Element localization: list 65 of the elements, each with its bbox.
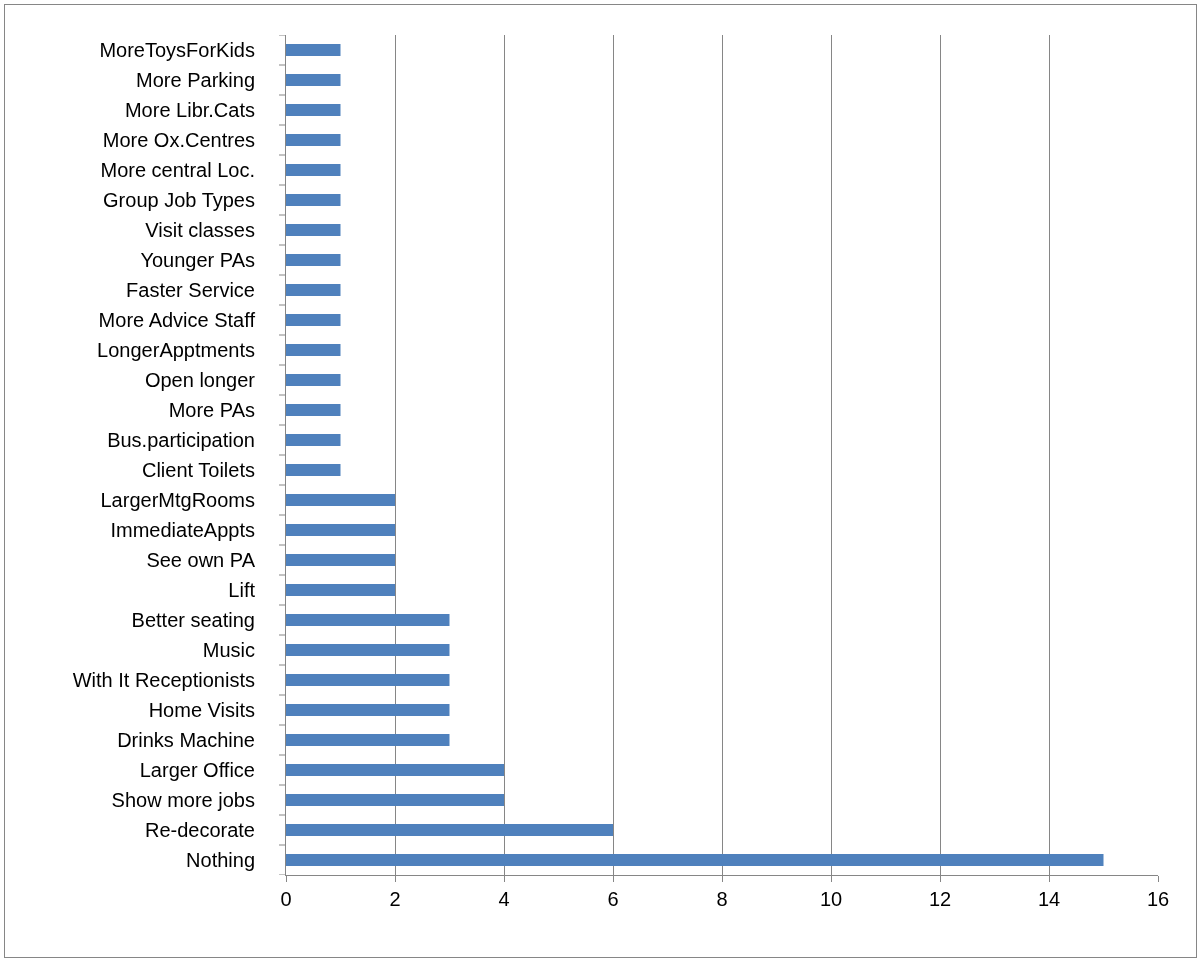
bar <box>286 254 341 266</box>
bar <box>286 824 613 836</box>
y-tick-label: Faster Service <box>126 279 255 301</box>
bar <box>286 704 450 716</box>
bar <box>286 854 1104 866</box>
y-tick-label: With It Receptionists <box>72 669 255 691</box>
y-tick-label: Open longer <box>144 369 256 391</box>
y-tick-label: Visit classes <box>145 219 255 241</box>
bar <box>286 554 395 566</box>
bar <box>286 734 450 746</box>
x-tick-label: 12 <box>928 888 952 910</box>
bar <box>286 794 504 806</box>
bar <box>286 314 341 326</box>
y-tick-label: LargerMtgRooms <box>100 489 255 511</box>
bar <box>286 464 341 476</box>
y-tick-label: See own PA <box>146 549 256 571</box>
y-tick-label: Bus.participation <box>107 429 255 451</box>
bar <box>286 674 450 686</box>
y-tick-label: Music <box>202 639 255 661</box>
x-tick-label: 4 <box>498 888 510 910</box>
bar <box>286 614 450 626</box>
y-tick-label: More central Loc. <box>100 159 255 181</box>
bar <box>286 344 341 356</box>
x-tick-label: 2 <box>389 888 401 910</box>
y-tick-label: Client Toilets <box>141 459 255 481</box>
y-tick-label: Drinks Machine <box>117 729 255 751</box>
y-tick-label: Group Job Types <box>103 189 255 211</box>
y-tick-label: Home Visits <box>148 699 255 721</box>
y-tick-label: More PAs <box>168 399 255 421</box>
y-tick-label: Younger PAs <box>140 249 255 271</box>
bar <box>286 134 341 146</box>
y-tick-label: Larger Office <box>139 759 255 781</box>
y-tick-label: LongerApptments <box>97 339 255 361</box>
bar <box>286 194 341 206</box>
bar <box>286 524 395 536</box>
y-tick-label: ImmediateAppts <box>110 519 255 541</box>
bar <box>286 164 341 176</box>
y-tick-label: MoreToysForKids <box>99 39 255 61</box>
bar <box>286 224 341 236</box>
x-tick-label: 6 <box>607 888 619 910</box>
x-tick-label: 16 <box>1146 888 1170 910</box>
bar <box>286 104 341 116</box>
bar <box>286 284 341 296</box>
y-tick-label: More Advice Staff <box>98 309 256 331</box>
y-tick-label: Show more jobs <box>111 789 255 811</box>
y-tick-label: More Libr.Cats <box>124 99 255 121</box>
y-tick-label: More Parking <box>136 69 255 91</box>
y-tick-label: Nothing <box>186 849 255 871</box>
bar <box>286 434 341 446</box>
y-tick-label: More Ox.Centres <box>102 129 255 151</box>
y-tick-label: Lift <box>228 579 256 601</box>
bar <box>286 584 395 596</box>
bar <box>286 374 341 386</box>
x-tick-label: 0 <box>280 888 292 910</box>
x-tick-label: 10 <box>819 888 843 910</box>
bar <box>286 494 395 506</box>
bar <box>286 764 504 776</box>
y-tick-label: Better seating <box>131 609 255 631</box>
y-tick-label: Re-decorate <box>144 819 255 841</box>
bar <box>286 644 450 656</box>
bar <box>286 44 341 56</box>
bar <box>286 404 341 416</box>
x-tick-label: 14 <box>1037 888 1061 910</box>
bar <box>286 74 341 86</box>
x-tick-label: 8 <box>716 888 728 910</box>
